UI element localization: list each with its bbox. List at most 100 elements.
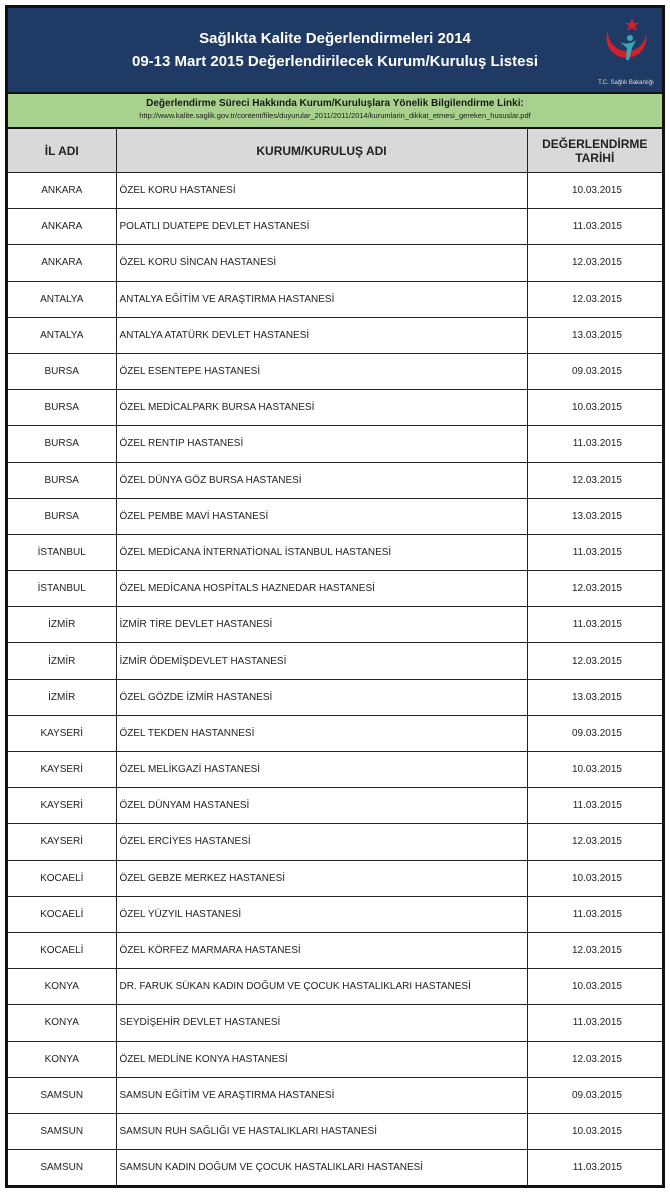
institution-cell: SAMSUN KADIN DOĞUM VE ÇOCUK HASTALIKLARI… [115, 1149, 528, 1186]
date-cell: 10.03.2015 [526, 171, 662, 210]
table-row: KOCAELİ ÖZEL GEBZE MERKEZ HASTANESİ 10.03.… [8, 859, 662, 897]
institution-cell: ÖZEL TEKDEN HASTANNESİ [115, 714, 528, 753]
table-row: KONYA ÖZEL MEDLİNE KONYA HASTANESİ 12.03.2… [8, 1040, 662, 1078]
institution-cell: SAMSUN RUH SAĞLIĞI VE HASTALIKLARI HASTA… [115, 1112, 528, 1151]
table-row: ANKARA ÖZEL KORU HASTANESİ 10.03.2015 [8, 171, 662, 210]
logo-caption: T.C. Sağlık Bakanlığı [598, 80, 654, 86]
date-cell: 12.03.2015 [526, 244, 662, 282]
table-row: KAYSERİ ÖZEL ERCİYES HASTANESİ 12.03.2015 [8, 823, 662, 861]
institution-cell: ÖZEL ESENTEPE HASTANESİ [115, 352, 528, 391]
table-row: İZMİR ÖZEL GÖZDE İZMİR HASTANESİ 13.03.201… [8, 678, 662, 716]
table-row: KAYSERİ ÖZEL DÜNYAM HASTANESİ 11.03.2015 [8, 787, 662, 825]
province-cell: KAYSERİ [8, 714, 117, 753]
date-cell: 09.03.2015 [526, 1076, 662, 1114]
province-cell: İSTANBUL [8, 533, 117, 572]
institution-cell: POLATLI DUATEPE DEVLET HASTANESİ [115, 208, 528, 246]
date-cell: 11.03.2015 [526, 895, 662, 933]
date-cell: 12.03.2015 [526, 823, 662, 861]
province-cell: BURSA [8, 352, 117, 391]
date-cell: 10.03.2015 [526, 389, 662, 427]
table-row: İSTANBUL ÖZEL MEDİCANA İNTERNATİONAL İSTA… [8, 533, 662, 572]
ministry-logo: T.C. Sağlık Bakanlığı [596, 16, 656, 86]
province-cell: KONYA [8, 1004, 117, 1042]
institution-cell: ÖZEL KÖRFEZ MARMARA HASTANESİ [115, 931, 528, 970]
province-cell: İSTANBUL [8, 570, 117, 608]
province-cell: KAYSERİ [8, 787, 117, 825]
document-frame: Sağlıkta Kalite Değerlendirmeleri 2014 0… [5, 5, 665, 1189]
table-row: KONYA DR. FARUK SÜKAN KADIN DOĞUM VE ÇOCU… [8, 968, 662, 1006]
province-cell: KOCAELİ [8, 931, 117, 970]
date-cell: 11.03.2015 [526, 425, 662, 463]
column-header-province: İL ADI [8, 129, 117, 173]
province-cell: ANTALYA [8, 280, 117, 318]
date-cell: 11.03.2015 [526, 606, 662, 644]
province-cell: KOCAELİ [8, 895, 117, 933]
province-cell: KAYSERİ [8, 750, 117, 789]
province-cell: ANTALYA [8, 316, 117, 354]
institution-cell: ÖZEL MEDLİNE KONYA HASTANESİ [115, 1040, 528, 1078]
table-row: KAYSERİ ÖZEL TEKDEN HASTANNESİ 09.03.2015 [8, 714, 662, 753]
institution-cell: ÖZEL ERCİYES HASTANESİ [115, 823, 528, 861]
institution-cell: ÖZEL DÜNYAM HASTANESİ [115, 787, 528, 825]
table-row: BURSA ÖZEL ESENTEPE HASTANESİ 09.03.2015 [8, 352, 662, 391]
institution-cell: ÖZEL MEDİCANA İNTERNATİONAL İSTANBUL HAS… [115, 533, 528, 572]
title-line-2: 09-13 Mart 2015 Değerlendirilecek Kurum/… [132, 53, 538, 70]
institution-cell: ÖZEL KORU SİNCAN HASTANESİ [115, 244, 528, 282]
table-row: KOCAELİ ÖZEL KÖRFEZ MARMARA HASTANESİ 12.0… [8, 931, 662, 970]
table-row: BURSA ÖZEL RENTIP HASTANESİ 11.03.2015 [8, 425, 662, 463]
table-row: İSTANBUL ÖZEL MEDİCANA HOSPİTALS HAZNEDAR… [8, 570, 662, 608]
date-cell: 12.03.2015 [526, 931, 662, 970]
date-cell: 10.03.2015 [526, 968, 662, 1006]
date-cell: 11.03.2015 [526, 208, 662, 246]
date-cell: 13.03.2015 [526, 678, 662, 716]
institution-cell: ÖZEL MEDİCANA HOSPİTALS HAZNEDAR HASTANE… [115, 570, 528, 608]
institution-cell: ÖZEL MEDİCALPARK BURSA HASTANESİ [115, 389, 528, 427]
table-row: KOCAELİ ÖZEL YÜZYIL HASTANESİ 11.03.2015 [8, 895, 662, 933]
institution-cell: SAMSUN EĞİTİM VE ARAŞTIRMA HASTANESİ [115, 1076, 528, 1114]
province-cell: KONYA [8, 968, 117, 1006]
institution-cell: ANTALYA EĞİTİM VE ARAŞTIRMA HASTANESİ [115, 280, 528, 318]
table-row: ANTALYA ANTALYA ATATÜRK DEVLET HASTANESİ 1… [8, 316, 662, 354]
province-cell: ANKARA [8, 208, 117, 246]
column-header-date: DEĞERLENDİRME TARİHİ [526, 129, 662, 173]
table-row: SAMSUN SAMSUN KADIN DOĞUM VE ÇOCUK HASTAL… [8, 1149, 662, 1186]
province-cell: SAMSUN [8, 1076, 117, 1114]
institution-cell: İZMİR TİRE DEVLET HASTANESİ [115, 606, 528, 644]
institution-table: İL ADI KURUM/KURULUŞ ADI DEĞERLENDİRME T… [8, 129, 662, 1186]
institution-cell: SEYDİŞEHİR DEVLET HASTANESİ [115, 1004, 528, 1042]
table-row: BURSA ÖZEL PEMBE MAVİ HASTANESİ 13.03.2015 [8, 497, 662, 535]
province-cell: İZMİR [8, 678, 117, 716]
table-row: İZMİR İZMİR ÖDEMİŞDEVLET HASTANESİ 12.03.2… [8, 642, 662, 680]
institution-cell: ÖZEL PEMBE MAVİ HASTANESİ [115, 497, 528, 535]
table-row: İZMİR İZMİR TİRE DEVLET HASTANESİ 11.03.20… [8, 606, 662, 644]
institution-cell: ANTALYA ATATÜRK DEVLET HASTANESİ [115, 316, 528, 354]
table-row: ANKARA POLATLI DUATEPE DEVLET HASTANESİ 11… [8, 208, 662, 246]
table-header-row: İL ADI KURUM/KURULUŞ ADI DEĞERLENDİRME T… [8, 129, 662, 173]
table-row: BURSA ÖZEL MEDİCALPARK BURSA HASTANESİ 10.… [8, 389, 662, 427]
institution-cell: ÖZEL MELİKGAZİ HASTANESİ [115, 750, 528, 789]
province-cell: ANKARA [8, 244, 117, 282]
column-header-institution: KURUM/KURULUŞ ADI [115, 129, 528, 173]
institution-cell: ÖZEL GÖZDE İZMİR HASTANESİ [115, 678, 528, 716]
date-cell: 10.03.2015 [526, 750, 662, 789]
province-cell: SAMSUN [8, 1149, 117, 1186]
province-cell: KAYSERİ [8, 823, 117, 861]
info-link[interactable]: http://www.kalite.saglik.gov.tr/content/… [139, 111, 531, 120]
date-cell: 10.03.2015 [526, 1112, 662, 1151]
date-cell: 12.03.2015 [526, 280, 662, 318]
province-cell: SAMSUN [8, 1112, 117, 1151]
date-cell: 13.03.2015 [526, 316, 662, 354]
province-cell: İZMİR [8, 606, 117, 644]
table-row: ANTALYA ANTALYA EĞİTİM VE ARAŞTIRMA HASTA… [8, 280, 662, 318]
table-row: KONYA SEYDİŞEHİR DEVLET HASTANESİ 11.03.20… [8, 1004, 662, 1042]
title-line-1: Sağlıkta Kalite Değerlendirmeleri 2014 [199, 30, 471, 47]
table-row: SAMSUN SAMSUN RUH SAĞLIĞI VE HASTALIKLARI… [8, 1112, 662, 1151]
date-cell: 13.03.2015 [526, 497, 662, 535]
crescent-star-icon [606, 18, 647, 60]
date-cell: 12.03.2015 [526, 642, 662, 680]
institution-cell: ÖZEL DÜNYA GÖZ BURSA HASTANESİ [115, 461, 528, 499]
date-cell: 10.03.2015 [526, 859, 662, 897]
date-cell: 09.03.2015 [526, 714, 662, 753]
province-cell: BURSA [8, 425, 117, 463]
province-cell: BURSA [8, 389, 117, 427]
